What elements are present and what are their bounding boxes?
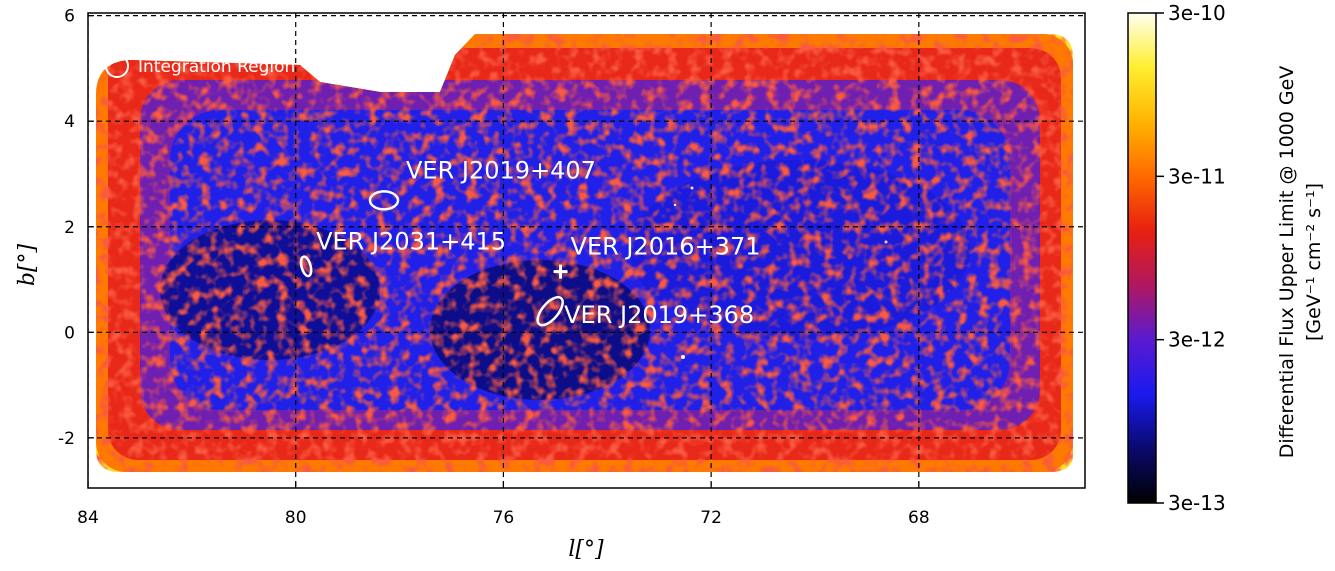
y-tick-label: 2 [64, 218, 75, 238]
x-axis-title: l[°] [568, 537, 604, 562]
y-tick-label: 0 [64, 323, 75, 343]
colorbar-title-line2: [GeV⁻¹ cm⁻² s⁻¹] [1303, 183, 1325, 341]
source-label-ver-j2019-368: VER J2019+368 [564, 301, 754, 329]
colorbar-ticks: 3e-10 3e-11 3e-12 3e-13 [1156, 1, 1226, 515]
x-tick-label: 72 [700, 508, 722, 528]
y-tick-label: -2 [58, 429, 75, 449]
integration-region-legend-label: Integration Region [138, 57, 295, 77]
legend: PSF Integration Region [105, 33, 295, 78]
x-axis-ticks: 84 80 76 72 68 [77, 482, 930, 528]
y-axis-title: b[°] [15, 243, 40, 286]
integration-region-legend-icon [105, 54, 129, 78]
x-tick-label: 80 [285, 508, 307, 528]
colorbar-tick-label: 3e-11 [1168, 164, 1226, 188]
source-ellipse-ver-j2019-368 [536, 295, 564, 327]
colorbar-bar [1127, 12, 1157, 504]
x-tick-label: 84 [77, 508, 99, 528]
psf-legend-icon [111, 36, 123, 48]
y-tick-label: 6 [64, 7, 75, 27]
y-axis-ticks: 6 4 2 0 -2 [58, 7, 94, 449]
x-tick-label: 68 [908, 508, 930, 528]
colorbar-tick-label: 3e-10 [1168, 1, 1226, 25]
source-label-ver-j2019-407: VER J2019+407 [406, 156, 596, 184]
x-tick-label: 76 [493, 508, 515, 528]
psf-legend-label: PSF [138, 33, 169, 53]
colorbar-tick-label: 3e-13 [1168, 491, 1226, 515]
y-tick-label: 4 [64, 112, 75, 132]
grid-lines [88, 13, 1085, 488]
source-label-ver-j2016-371: VER J2016+371 [571, 233, 761, 261]
plot-frame [87, 12, 1086, 489]
source-label-ver-j2031-415: VER J2031+415 [316, 227, 506, 255]
colorbar-title-line1: Differential Flux Upper Limit @ 1000 GeV [1276, 66, 1298, 459]
hot-pixels [673, 186, 888, 359]
source-ellipse-ver-j2031-415 [299, 255, 313, 278]
colorbar: 3e-10 3e-11 3e-12 3e-13 Differential Flux U… [1127, 1, 1325, 515]
exposure-map [96, 34, 1073, 472]
colorbar-tick-label: 3e-12 [1168, 328, 1226, 352]
source-markers: VER J2019+407 VER J2031+415 VER J2016+371 V… [299, 156, 761, 329]
source-ellipse-ver-j2019-407 [368, 190, 400, 211]
